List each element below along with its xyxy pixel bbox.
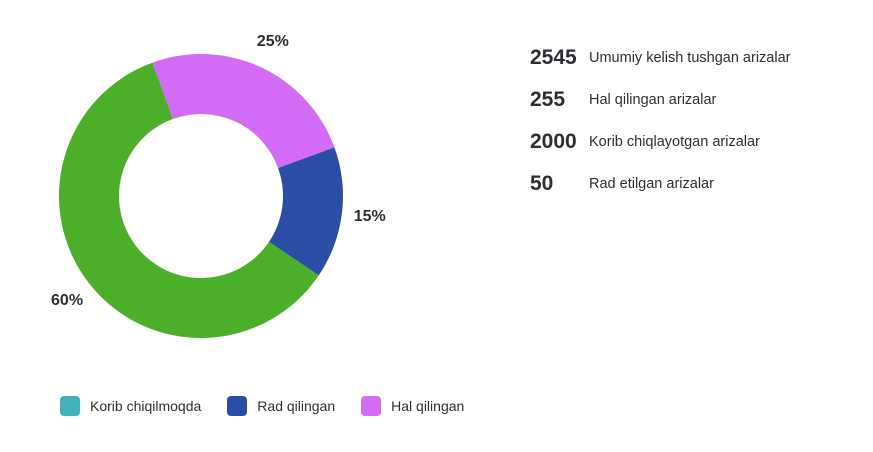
- donut-chart: 25% 15% 60%: [51, 33, 386, 338]
- legend-item-in-review[interactable]: Korib chiqilmoqda: [60, 396, 201, 416]
- stat-label: Hal qilingan arizalar: [589, 92, 717, 108]
- stat-value: 2545: [530, 46, 577, 69]
- stat-label: Rad etilgan arizalar: [589, 176, 714, 192]
- legend-swatch: [361, 396, 382, 416]
- slice-percent-label: 60%: [51, 292, 83, 309]
- stat-value: 50: [530, 172, 554, 195]
- stat-value: 2000: [530, 130, 577, 153]
- legend-item-rejected[interactable]: Rad qilingan: [227, 396, 335, 416]
- slice-percent-label: 25%: [257, 33, 289, 50]
- stat-label: Umumiy kelish tushgan arizalar: [589, 50, 791, 66]
- stat-value: 255: [530, 88, 566, 111]
- legend-item-resolved[interactable]: Hal qilingan: [361, 396, 464, 416]
- legend-label: Korib chiqilmoqda: [90, 398, 202, 414]
- legend-swatch: [227, 396, 248, 416]
- slice-percent-label: 15%: [354, 208, 386, 225]
- chart-legend: Korib chiqilmoqda Rad qilingan Hal qilin…: [60, 396, 490, 416]
- donut-percent-labels: 25% 15% 60%: [51, 33, 386, 309]
- legend-label: Hal qilingan: [391, 398, 465, 414]
- donut-slice[interactable]: [268, 147, 343, 276]
- stat-label: Korib chiqlayotgan arizalar: [589, 134, 760, 150]
- legend-swatch: [60, 396, 80, 416]
- donut-slice[interactable]: [152, 54, 335, 168]
- donut-slices: [58, 54, 343, 338]
- donut-slice[interactable]: [58, 62, 319, 338]
- legend-label: Rad qilingan: [257, 398, 336, 414]
